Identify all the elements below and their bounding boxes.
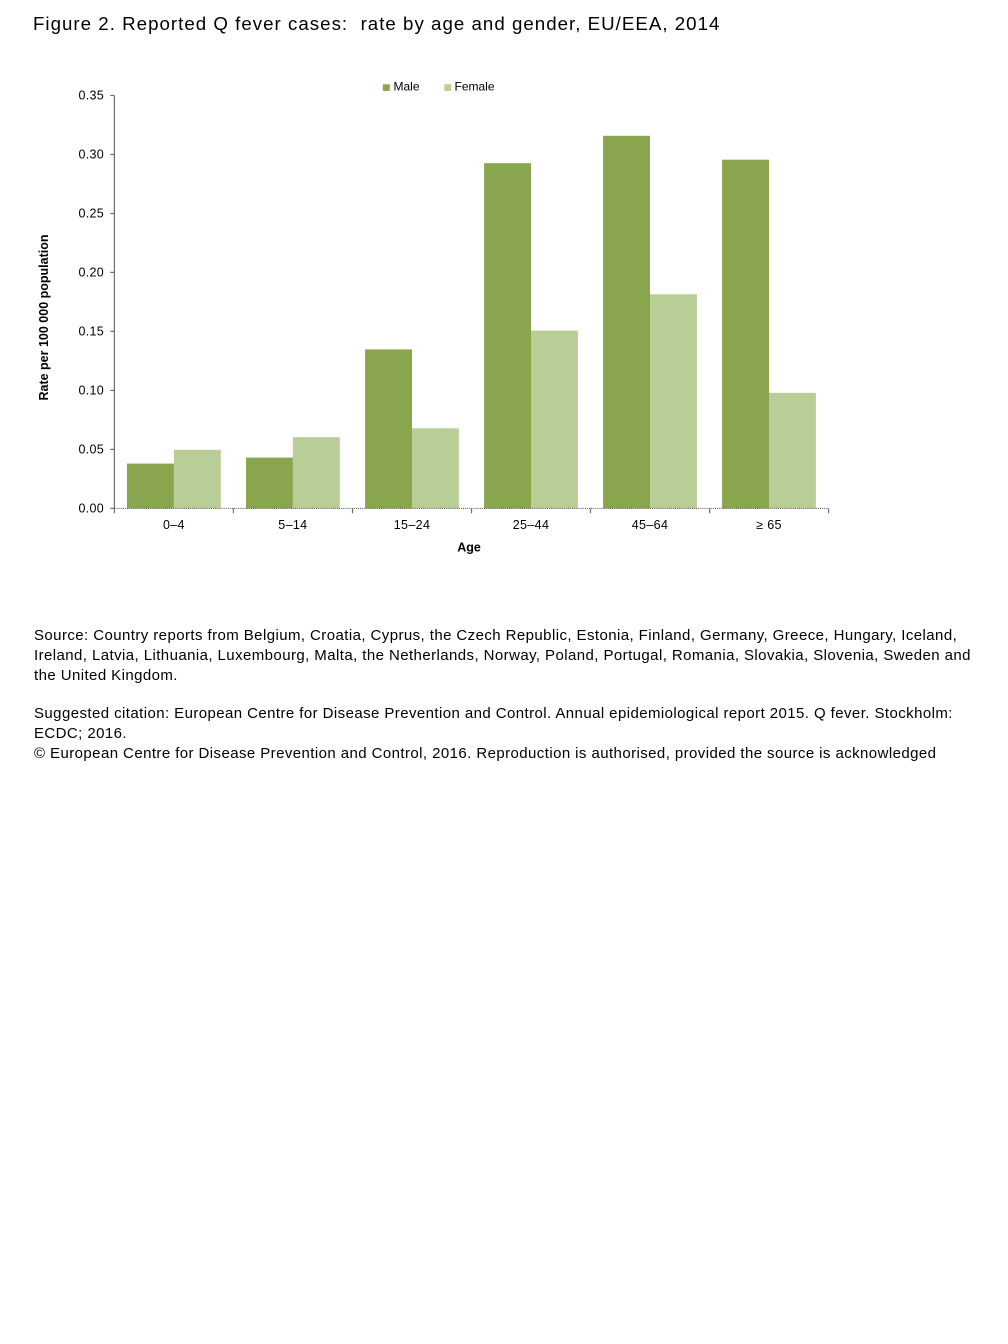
svg-text:15–24: 15–24 [394, 518, 431, 532]
svg-text:0.05: 0.05 [78, 443, 104, 457]
svg-text:≥ 65: ≥ 65 [756, 518, 782, 532]
svg-text:5–14: 5–14 [278, 518, 307, 532]
svg-text:0.10: 0.10 [78, 384, 104, 398]
svg-text:Male: Male [394, 80, 420, 94]
svg-text:0–4: 0–4 [163, 518, 185, 532]
svg-text:0.00: 0.00 [78, 502, 104, 516]
svg-text:45–64: 45–64 [632, 518, 669, 532]
svg-text:Age: Age [457, 541, 481, 555]
svg-text:25–44: 25–44 [513, 518, 550, 532]
svg-text:0.20: 0.20 [78, 266, 104, 280]
svg-text:Female: Female [455, 80, 495, 94]
svg-text:0.30: 0.30 [78, 148, 104, 162]
svg-text:0.35: 0.35 [78, 89, 104, 103]
svg-text:0.25: 0.25 [78, 207, 104, 221]
svg-text:Rate per 100 000 population: Rate per 100 000 population [37, 234, 51, 400]
svg-text:0.15: 0.15 [78, 325, 104, 339]
